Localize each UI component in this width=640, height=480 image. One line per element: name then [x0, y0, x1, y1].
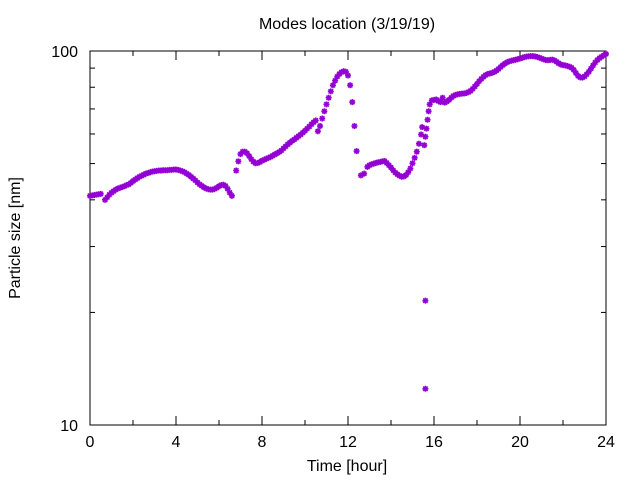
- data-point: [422, 385, 429, 392]
- data-point: [312, 117, 319, 124]
- x-tick-label: 20: [511, 434, 529, 451]
- x-tick-label: 8: [258, 434, 267, 451]
- data-point: [439, 94, 446, 101]
- data-point: [347, 82, 354, 89]
- data-point: [415, 140, 422, 147]
- axis-ticks: [89, 50, 607, 426]
- y-axis-label: Particle size [nm]: [7, 177, 24, 299]
- data-point: [411, 154, 418, 161]
- x-tick-label: 0: [86, 434, 95, 451]
- data-point: [314, 128, 321, 135]
- data-point: [323, 101, 330, 108]
- data-point: [235, 158, 242, 165]
- x-tick-label: 4: [172, 434, 181, 451]
- data-point: [233, 167, 240, 174]
- data-point: [421, 142, 428, 149]
- data-point: [425, 108, 432, 115]
- x-axis-label: Time [hour]: [307, 458, 387, 475]
- chart-title: Modes location (3/19/19): [259, 16, 435, 33]
- data-point: [353, 148, 360, 155]
- data-point: [325, 94, 332, 101]
- tick-labels: 0 4 8 12 16 20 24 10 100: [51, 44, 615, 451]
- data-point: [345, 72, 351, 79]
- y-tick-label: 100: [51, 44, 78, 61]
- data-point: [422, 297, 429, 304]
- data-point: [351, 123, 358, 130]
- data-point: [329, 82, 336, 89]
- data-point: [319, 115, 326, 122]
- data-point: [317, 123, 324, 130]
- data-points: [87, 50, 609, 392]
- data-point: [327, 88, 334, 95]
- data-point: [407, 165, 414, 172]
- data-point: [321, 108, 328, 115]
- data-point: [423, 125, 430, 132]
- x-tick-label: 12: [339, 434, 357, 451]
- y-tick-label: 10: [60, 418, 78, 435]
- data-point: [603, 50, 609, 57]
- data-point: [409, 160, 416, 167]
- data-point: [422, 133, 429, 140]
- data-point: [413, 148, 420, 155]
- data-point: [228, 192, 235, 199]
- data-point: [361, 170, 368, 177]
- x-tick-label: 16: [425, 434, 443, 451]
- data-point: [424, 116, 431, 123]
- plot-frame: [89, 50, 607, 426]
- x-tick-label: 24: [597, 434, 615, 451]
- data-point: [349, 99, 356, 106]
- data-point: [97, 190, 104, 197]
